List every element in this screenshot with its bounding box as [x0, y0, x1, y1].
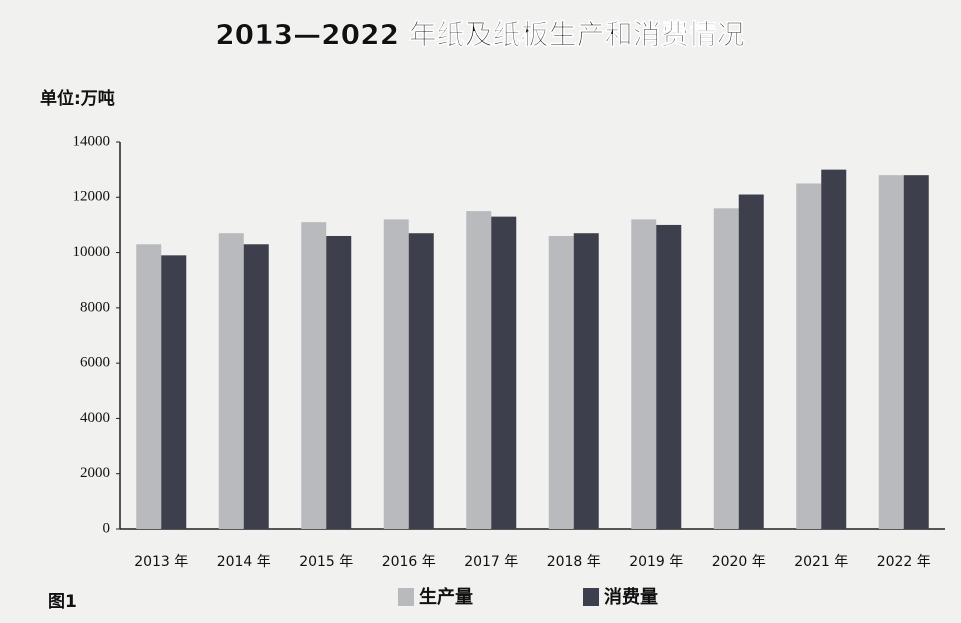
legend-swatch [583, 588, 599, 606]
bar [326, 235, 352, 529]
x-tick-label: 2013 年 [134, 554, 188, 570]
bar [383, 219, 409, 529]
bar [466, 211, 492, 529]
x-tick-label: 2022 年 [877, 554, 931, 570]
bar [631, 219, 657, 529]
y-tick-label: 10000 [73, 244, 111, 260]
y-tick-label: 6000 [80, 355, 110, 371]
legend-label: 生产量 [419, 586, 473, 608]
y-tick-label: 2000 [80, 465, 110, 481]
bar [218, 233, 244, 529]
bar [491, 216, 517, 529]
bar [243, 244, 269, 529]
bar [903, 175, 929, 529]
bar [161, 255, 187, 530]
legend-swatch [398, 588, 414, 606]
legend-label: 消费量 [604, 586, 658, 608]
bar [408, 233, 434, 529]
bar [821, 169, 847, 529]
y-tick-label: 8000 [80, 299, 110, 315]
x-tick-label: 2016 年 [382, 554, 436, 570]
bar [301, 222, 327, 529]
bar [656, 224, 682, 529]
y-tick-label: 0 [103, 520, 111, 536]
x-tick-label: 2017 年 [464, 554, 518, 570]
bar [713, 208, 739, 530]
y-tick-label: 12000 [73, 189, 111, 205]
bar [548, 235, 574, 529]
bar [136, 244, 162, 529]
x-tick-label: 2019 年 [629, 554, 683, 570]
x-tick-label: 2014 年 [217, 554, 271, 570]
bar [738, 194, 764, 529]
figure-label: 图1 [48, 592, 77, 612]
chart-title: 2013—2022 年纸及纸板生产和消费情况 [215, 18, 745, 51]
x-tick-label: 2020 年 [712, 554, 766, 570]
y-tick-label: 4000 [80, 410, 110, 426]
bar [878, 175, 904, 529]
bar [573, 233, 599, 529]
x-tick-label: 2015 年 [299, 554, 353, 570]
y-tick-label: 14000 [73, 133, 111, 149]
unit-label: 单位:万吨 [40, 88, 115, 109]
x-tick-label: 2018 年 [547, 554, 601, 570]
bar [796, 183, 822, 529]
x-tick-label: 2021 年 [794, 554, 848, 570]
